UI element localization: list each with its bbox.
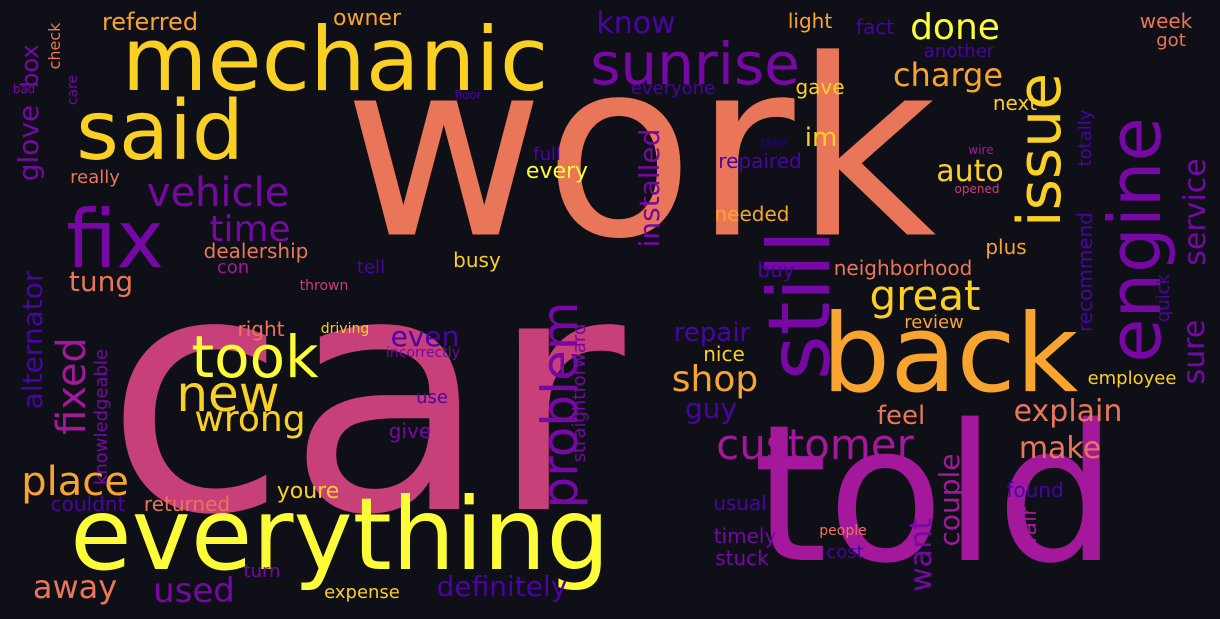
word: repair bbox=[673, 318, 751, 348]
word: owner bbox=[333, 6, 401, 31]
word: plus bbox=[985, 235, 1027, 259]
word: car bbox=[105, 203, 625, 587]
word: found bbox=[1006, 478, 1064, 502]
word: service bbox=[1178, 158, 1213, 266]
word: totally bbox=[1075, 109, 1096, 167]
word: dealership bbox=[203, 239, 309, 263]
word: expense bbox=[324, 582, 400, 603]
word: wire bbox=[968, 143, 994, 157]
word: mechanic bbox=[121, 8, 549, 111]
word: im bbox=[804, 123, 838, 153]
word: told bbox=[752, 384, 1118, 605]
word: wrong bbox=[194, 399, 306, 440]
word: charge bbox=[892, 56, 1004, 94]
word: fixed bbox=[49, 337, 95, 435]
word: incorrectly bbox=[386, 345, 460, 361]
word: opened bbox=[954, 182, 1000, 196]
word: youre bbox=[276, 479, 340, 504]
word: even bbox=[390, 320, 460, 353]
word: took bbox=[191, 323, 319, 391]
word: feel bbox=[876, 401, 926, 431]
word: make bbox=[1018, 431, 1102, 466]
word: vehicle bbox=[146, 170, 290, 216]
word: done bbox=[910, 7, 1000, 48]
word: used bbox=[153, 571, 235, 611]
word: place bbox=[21, 459, 129, 505]
word: away bbox=[32, 568, 118, 606]
word: customer bbox=[716, 420, 914, 469]
word: tell bbox=[356, 257, 386, 278]
word: use bbox=[416, 387, 448, 408]
word: check bbox=[45, 22, 64, 70]
word: review bbox=[904, 312, 964, 333]
word: back bbox=[821, 292, 1079, 417]
word: shop bbox=[671, 359, 759, 400]
word: engine bbox=[1093, 117, 1177, 363]
word: know bbox=[596, 6, 676, 41]
word: cost bbox=[826, 542, 864, 563]
word: great bbox=[869, 271, 981, 320]
word: care bbox=[65, 74, 81, 106]
word: driving bbox=[320, 321, 370, 337]
word: give bbox=[388, 419, 432, 443]
word: turn bbox=[243, 561, 281, 582]
word: thrown bbox=[299, 278, 349, 294]
word: gave bbox=[795, 75, 845, 99]
word: sunrise bbox=[590, 30, 800, 98]
word: straightforward bbox=[569, 323, 590, 463]
word: usual bbox=[713, 491, 767, 515]
word: glove bbox=[12, 104, 45, 182]
word: tung bbox=[68, 265, 134, 298]
word: sure bbox=[1177, 319, 1212, 385]
word: couple bbox=[933, 453, 966, 547]
word: time bbox=[209, 209, 291, 250]
word: nice bbox=[703, 342, 745, 366]
word: con bbox=[216, 257, 250, 278]
word: right bbox=[237, 317, 285, 341]
word: work bbox=[343, 7, 937, 293]
word: week bbox=[1139, 9, 1193, 33]
word: still bbox=[750, 229, 850, 381]
word: next bbox=[992, 91, 1038, 115]
word: said bbox=[76, 84, 244, 179]
word: light bbox=[787, 9, 833, 33]
word: people bbox=[819, 523, 867, 539]
word: neighborhood bbox=[833, 256, 973, 280]
word: new bbox=[176, 365, 280, 423]
word: take bbox=[761, 136, 787, 150]
word: couldnt bbox=[50, 492, 126, 516]
word: fact bbox=[855, 15, 895, 39]
word: everything bbox=[70, 476, 610, 593]
word: guy bbox=[684, 392, 738, 425]
word: alternator bbox=[16, 270, 49, 410]
word: buy bbox=[757, 258, 795, 282]
word: busy bbox=[453, 248, 501, 272]
word: everyone bbox=[630, 78, 716, 99]
word: bad bbox=[12, 82, 36, 96]
word: repaired bbox=[718, 149, 802, 173]
word: installed bbox=[633, 128, 666, 248]
word: floor bbox=[454, 88, 482, 102]
word: recommend bbox=[1073, 212, 1097, 332]
word: employee bbox=[1087, 368, 1177, 389]
word: quick bbox=[1153, 273, 1174, 323]
word: really bbox=[70, 167, 120, 188]
word: auto bbox=[936, 154, 1004, 189]
word: full bbox=[533, 144, 561, 165]
word: timely bbox=[713, 524, 777, 548]
word: knowledgeable bbox=[91, 348, 112, 486]
word: fair bbox=[1017, 506, 1042, 544]
word: needed bbox=[714, 202, 790, 226]
word: got bbox=[1156, 30, 1186, 51]
word: returned bbox=[143, 492, 231, 516]
word: every bbox=[525, 159, 589, 184]
word: referred bbox=[101, 8, 199, 36]
word: another bbox=[923, 41, 995, 62]
word: fix bbox=[66, 193, 164, 286]
word: stuck bbox=[715, 546, 769, 570]
word: explain bbox=[1013, 394, 1123, 429]
word: definitely bbox=[436, 570, 568, 603]
